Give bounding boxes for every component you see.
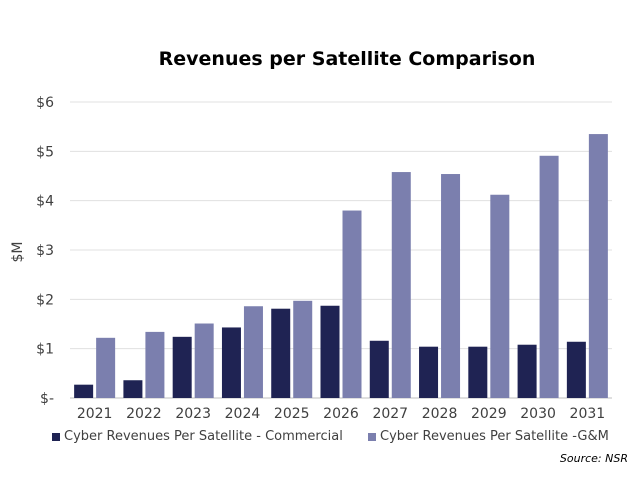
x-tick-label: 2024 [225, 406, 261, 422]
legend-label-commercial: Cyber Revenues Per Satellite - Commercia… [64, 429, 343, 444]
y-tick-label: $5 [36, 144, 54, 160]
x-tick-label: 2023 [175, 406, 211, 422]
bar-gm [243, 306, 263, 398]
x-tick-label: 2029 [471, 406, 507, 422]
x-tick-label: 2026 [323, 406, 359, 422]
bar-gm [96, 337, 116, 398]
bar-commercial [566, 341, 586, 398]
bar-gm [441, 174, 461, 398]
bar-commercial [517, 344, 537, 398]
bar-gm [194, 323, 214, 398]
x-tick-label: 2025 [274, 406, 310, 422]
bar-commercial [123, 380, 143, 398]
bar-gm [391, 172, 411, 398]
y-tick-label: $4 [36, 194, 54, 210]
legend-swatch-commercial [52, 432, 60, 441]
y-tick-label: $2 [36, 292, 54, 308]
legend-item-commercial: Cyber Revenues Per Satellite - Commercia… [52, 429, 343, 444]
source-note: Source: NSR [559, 452, 628, 465]
legend: Cyber Revenues Per Satellite - Commercia… [52, 429, 642, 447]
legend-label-gm: Cyber Revenues Per Satellite -G&M [380, 429, 609, 444]
bar-gm [490, 194, 510, 398]
bars [74, 134, 608, 399]
bar-gm [588, 134, 608, 399]
x-tick-label: 2022 [126, 406, 162, 422]
x-tick-label: 2030 [520, 406, 556, 422]
bar-commercial [320, 305, 340, 398]
legend-item-gm: Cyber Revenues Per Satellite -G&M [368, 429, 609, 444]
bar-commercial [172, 336, 192, 398]
bar-commercial [74, 384, 94, 398]
legend-swatch-gm [368, 432, 376, 441]
bar-gm [342, 210, 362, 398]
y-axis: $- $1 $2 $3 $4 $5 $6 [36, 95, 54, 407]
bar-gm [145, 331, 165, 398]
x-tick-label: 2027 [372, 406, 408, 422]
bar-commercial [369, 340, 389, 398]
bar-gm [539, 155, 559, 398]
y-tick-label: $6 [36, 95, 54, 111]
bar-commercial [221, 327, 241, 398]
y-tick-label: $3 [36, 243, 54, 259]
chart-title: Revenues per Satellite Comparison [158, 48, 536, 70]
bar-commercial [419, 346, 439, 398]
x-tick-label: 2028 [422, 406, 458, 422]
y-tick-label: $- [40, 391, 54, 407]
x-tick-label: 2031 [570, 406, 606, 422]
bar-commercial [271, 308, 291, 398]
bar-commercial [468, 346, 488, 398]
bar-gm [293, 300, 313, 398]
y-axis-label: $M [10, 242, 26, 263]
x-axis: 2021 2022 2023 2024 2025 2026 2027 2028 2029 2030… [77, 406, 605, 422]
x-tick-label: 2021 [77, 406, 113, 422]
y-tick-label: $1 [36, 342, 54, 358]
